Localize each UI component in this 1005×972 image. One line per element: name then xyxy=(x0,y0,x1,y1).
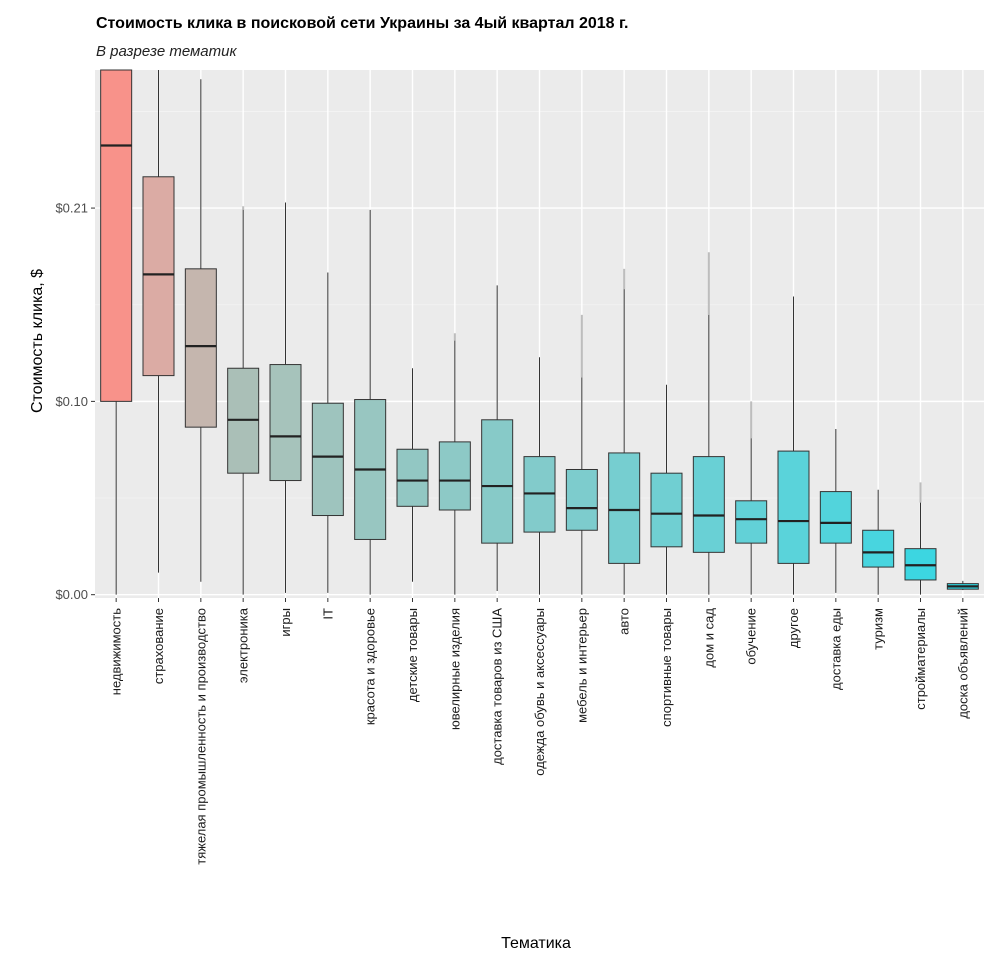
box-iqr xyxy=(396,448,429,507)
x-tick-label: одежда обувь и аксессуары xyxy=(532,608,547,776)
x-tick-label: электроника xyxy=(236,607,251,683)
x-tick-label: IT xyxy=(320,608,335,620)
box-iqr xyxy=(100,69,133,402)
box-21 xyxy=(946,580,979,591)
x-tick-label: авто xyxy=(617,608,632,635)
box-iqr xyxy=(481,419,514,544)
box-6 xyxy=(311,272,344,593)
box-20 xyxy=(904,482,937,595)
x-tick-label: доставка товаров из США xyxy=(490,608,505,765)
x-tick-label: доставка еды xyxy=(828,608,843,690)
x-tick-label: игры xyxy=(278,608,293,637)
box-2 xyxy=(142,70,175,573)
box-iqr xyxy=(269,364,302,482)
box-16 xyxy=(735,401,768,595)
box-9 xyxy=(438,333,471,595)
x-tick-label: недвижимость xyxy=(109,608,124,695)
box-3 xyxy=(184,79,217,582)
x-tick-label: туризм xyxy=(871,608,886,650)
box-14 xyxy=(650,384,683,595)
box-iqr xyxy=(184,268,217,428)
box-iqr xyxy=(142,176,175,377)
y-tick-label: $0.10 xyxy=(55,394,88,409)
boxplots xyxy=(100,69,979,595)
y-tick-label: $0.00 xyxy=(55,587,88,602)
box-1 xyxy=(100,69,133,595)
x-tick-label: спортивные товары xyxy=(659,608,674,727)
x-tick-label: доска объявлений xyxy=(955,608,970,719)
x-axis-title: Тематика xyxy=(501,935,571,952)
box-12 xyxy=(565,314,598,595)
box-iqr xyxy=(650,472,683,548)
x-tick-label: детские товары xyxy=(405,608,420,702)
box-5 xyxy=(269,202,302,593)
x-tick-label: страхование xyxy=(151,608,166,684)
x-tick-label: красота и здоровье xyxy=(363,608,378,725)
box-4 xyxy=(227,206,260,595)
box-10 xyxy=(481,285,514,592)
box-iqr xyxy=(862,529,895,568)
box-8 xyxy=(396,368,429,582)
y-axis: $0.00 $0.10 $0.21 xyxy=(55,201,95,602)
box-15 xyxy=(692,252,725,595)
box-7 xyxy=(354,209,387,595)
x-axis: недвижимость страхование тяжелая промышлен… xyxy=(109,598,970,865)
chart-title: Стоимость клика в поисковой сети Украины… xyxy=(96,15,629,32)
box-iqr xyxy=(608,452,641,564)
y-tick-label: $0.21 xyxy=(55,201,88,216)
box-19 xyxy=(862,489,895,595)
x-tick-label: тяжелая промышленность и производство xyxy=(193,608,208,865)
box-iqr xyxy=(777,450,810,564)
x-tick-label: другое xyxy=(786,608,801,648)
box-iqr xyxy=(438,441,471,511)
box-iqr xyxy=(311,402,344,517)
box-iqr xyxy=(565,468,598,531)
x-tick-label: стройматериалы xyxy=(913,608,928,710)
x-tick-label: обучение xyxy=(744,608,759,665)
box-18 xyxy=(819,428,852,593)
x-tick-label: дом и сад xyxy=(701,608,716,668)
box-iqr xyxy=(735,500,768,544)
box-iqr xyxy=(819,491,852,544)
box-13 xyxy=(608,268,641,595)
chart-subtitle: В разрезе тематик xyxy=(96,43,237,60)
y-axis-title: Стоимость клика, $ xyxy=(29,269,46,413)
x-tick-label: мебель и интерьер xyxy=(574,608,589,723)
box-iqr xyxy=(692,456,725,553)
box-17 xyxy=(777,296,810,595)
x-tick-label: ювелирные изделия xyxy=(447,608,462,730)
box-11 xyxy=(523,357,556,595)
